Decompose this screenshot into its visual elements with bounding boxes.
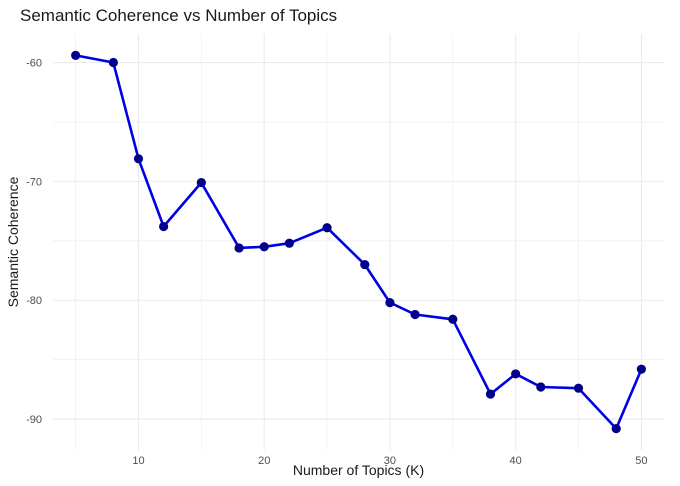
chart-title: Semantic Coherence vs Number of Topics: [20, 6, 338, 25]
x-tick-label: 40: [510, 455, 522, 467]
data-point: [611, 424, 621, 434]
data-point: [385, 298, 395, 308]
series-line: [74, 54, 643, 430]
series-points-group: [71, 50, 646, 434]
data-point: [536, 382, 546, 392]
data-point: [511, 369, 521, 379]
grid-major: [53, 34, 664, 450]
x-tick-label: 10: [132, 455, 144, 467]
data-point: [448, 314, 458, 324]
y-tick-label: -90: [26, 414, 42, 426]
x-tick-label: 20: [258, 455, 270, 467]
data-point: [196, 177, 206, 188]
data-point: [108, 57, 118, 68]
x-axis-title: Number of Topics (K): [293, 462, 424, 478]
data-point: [322, 223, 332, 233]
data-point: [159, 221, 169, 232]
y-tick-label: -70: [26, 176, 42, 188]
y-tick-label: -80: [26, 295, 42, 307]
x-tick-label: 50: [635, 455, 647, 467]
data-point: [636, 364, 646, 374]
data-point: [360, 259, 370, 270]
data-point: [573, 383, 584, 393]
y-tick-labels: -60 -70 -80 -90: [26, 58, 42, 427]
data-point: [133, 154, 144, 164]
data-point: [410, 309, 420, 320]
data-point: [234, 243, 244, 253]
x-tick-label: 30: [384, 455, 396, 467]
data-point: [71, 50, 81, 60]
data-point: [259, 242, 269, 252]
y-axis-title: Semantic Coherence: [5, 176, 21, 307]
grid-minor: [53, 34, 664, 450]
data-point: [284, 238, 294, 248]
data-point: [485, 389, 496, 399]
y-tick-label: -60: [26, 58, 42, 70]
x-tick-labels: 10 20 30 40 50: [132, 455, 647, 467]
series-line-group: [74, 54, 643, 430]
